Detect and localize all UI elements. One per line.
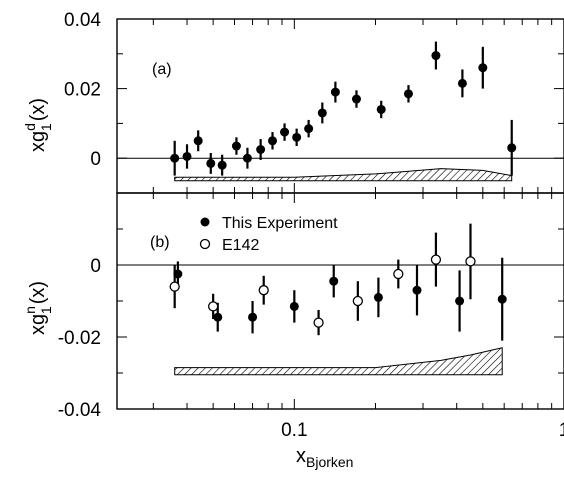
legend-open-circle-marker <box>199 238 211 250</box>
x-axis-title: xBjorken <box>296 445 353 470</box>
panel-a-ytick-label: 0.04 <box>64 10 101 31</box>
panel-b-e142-point <box>393 268 404 280</box>
panel-b-label: (b) <box>150 234 170 251</box>
panel-a-systematic-band <box>174 168 513 182</box>
panel-b-systematic-band <box>174 347 503 376</box>
panel-b-y-axis-title: xgn1 (x) <box>22 281 54 335</box>
panel-a-this-experiment-point <box>268 136 278 146</box>
panel-a-this-experiment-point <box>304 124 314 134</box>
xtick-label: 1 <box>559 420 564 441</box>
panel-b-this-experiment-point <box>455 296 465 306</box>
panel-b-e142-point <box>313 317 324 328</box>
panel-a-this-experiment-point <box>507 143 517 153</box>
panel-a-ylabel-main: xg <box>27 131 49 152</box>
panel-b-frame <box>116 192 564 410</box>
panel-b-this-experiment-point <box>289 301 299 311</box>
panel-a-this-experiment-point <box>231 141 241 151</box>
panel-a-y-axis-title: xgd1 (x) <box>22 98 54 152</box>
panel-b-e142-point <box>208 301 219 312</box>
xlabel-main: x <box>296 445 306 467</box>
panel-a-ytick-label: 0 <box>90 149 101 170</box>
panel-b-e142-point <box>258 285 269 296</box>
panel-b-e142-point <box>169 281 180 292</box>
panel-a-ylabel-sub: 1 <box>38 123 54 131</box>
panel-b-this-experiment-point <box>329 276 339 286</box>
panel-a-this-experiment-point <box>351 94 361 104</box>
panel-a-label: (a) <box>152 61 172 78</box>
panel-a-ylabel-sup: d <box>22 123 38 131</box>
panel-b-e142-point <box>352 295 363 307</box>
panel-b-ytick-label: -0.02 <box>58 328 101 349</box>
panel-a-this-experiment-point <box>330 87 340 97</box>
panel-a-ylabel-tail: (x) <box>27 98 49 121</box>
panel-b-this-experiment-point <box>248 312 258 322</box>
panel-b-ylabel-sup: n <box>22 306 38 314</box>
panel-a-this-experiment-point <box>457 78 467 88</box>
panel-a-this-experiment-point <box>242 153 252 163</box>
panel-b-ylabel-main: xg <box>27 314 49 335</box>
panel-b-ytick-label: -0.04 <box>58 400 102 421</box>
legend: This Experiment E142 <box>199 215 338 254</box>
panel-b-ytick-label: 0 <box>90 256 101 277</box>
panel-b-e142-point <box>465 256 476 267</box>
legend-filled-circle-marker <box>200 217 210 227</box>
panel-a-this-experiment-point <box>182 151 192 161</box>
panel-a-this-experiment-point <box>478 63 488 73</box>
panel-a-ytick-label: 0.02 <box>64 80 101 101</box>
panel-a-this-experiment-point <box>217 160 227 170</box>
panel-a-this-experiment-point <box>193 136 203 146</box>
panel-a-this-experiment-point <box>256 145 266 154</box>
xlabel-sub: Bjorken <box>306 454 353 470</box>
panel-a-this-experiment-point <box>170 153 180 163</box>
panel-a-this-experiment-point <box>280 127 290 137</box>
panel-a-this-experiment-point <box>292 132 302 142</box>
xtick-label: 0.1 <box>281 420 307 441</box>
panel-b-ylabel-tail: (x) <box>27 281 49 304</box>
panel-a-this-experiment-point <box>317 108 327 118</box>
panel-a-this-experiment-point <box>403 89 413 99</box>
panel-b-this-experiment-point <box>213 312 223 322</box>
panel-b-e142-point <box>430 254 442 265</box>
panel-b-this-experiment-point <box>373 292 383 302</box>
panel-b-this-experiment-point <box>497 294 507 304</box>
panel-b-this-experiment-point <box>412 285 422 295</box>
panel-a-this-experiment-point <box>376 104 386 114</box>
panel-a-this-experiment-point <box>206 158 216 168</box>
legend-label-this-experiment: This Experiment <box>222 215 338 232</box>
chart-marks: 0 0.02 0.04 -0.04 -0.02 0 0.1 1 <box>58 10 564 441</box>
panel-a-this-experiment-point <box>431 51 441 61</box>
legend-label-e142: E142 <box>222 237 259 254</box>
panel-b-ylabel-sub: 1 <box>38 306 54 314</box>
panel-a-frame <box>116 18 564 194</box>
